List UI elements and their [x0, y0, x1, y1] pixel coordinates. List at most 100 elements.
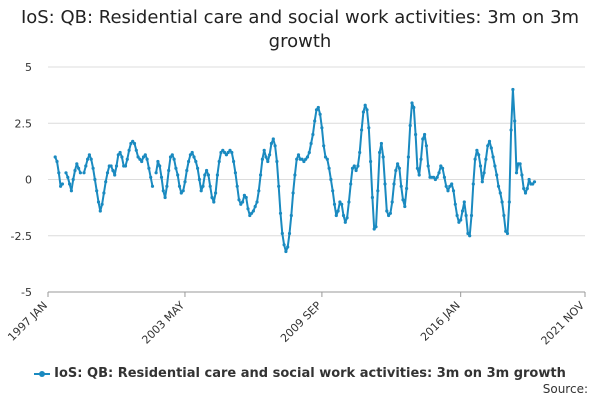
data-point[interactable]	[210, 195, 214, 200]
data-point[interactable]	[471, 182, 475, 186]
data-point[interactable]	[86, 157, 90, 161]
data-point[interactable]	[304, 157, 308, 161]
data-point[interactable]	[190, 150, 194, 155]
data-point[interactable]	[282, 243, 286, 247]
data-point[interactable]	[415, 166, 419, 170]
data-point[interactable]	[100, 202, 104, 206]
data-point[interactable]	[350, 166, 355, 170]
data-point[interactable]	[372, 227, 376, 231]
data-point[interactable]	[71, 177, 75, 182]
data-point[interactable]	[214, 191, 218, 195]
data-point[interactable]	[305, 155, 310, 159]
data-point[interactable]	[239, 202, 243, 206]
data-point[interactable]	[59, 184, 63, 188]
data-point[interactable]	[259, 173, 263, 177]
data-point[interactable]	[525, 186, 529, 191]
data-point[interactable]	[381, 155, 385, 159]
data-point[interactable]	[284, 249, 288, 254]
data-point[interactable]	[187, 159, 191, 164]
data-point[interactable]	[116, 153, 120, 157]
data-point[interactable]	[161, 189, 165, 193]
legend[interactable]: IoS: QB: Residential care and social wor…	[0, 366, 600, 381]
data-point[interactable]	[145, 157, 149, 161]
data-point[interactable]	[370, 195, 374, 200]
data-point[interactable]	[448, 184, 452, 188]
data-point[interactable]	[91, 166, 95, 170]
data-point[interactable]	[257, 189, 261, 193]
data-point[interactable]	[318, 112, 322, 116]
data-point[interactable]	[414, 132, 418, 137]
data-point[interactable]	[469, 213, 474, 218]
data-point[interactable]	[250, 211, 254, 215]
data-point[interactable]	[509, 128, 513, 132]
data-point[interactable]	[147, 166, 151, 170]
data-point[interactable]	[489, 146, 493, 150]
data-point[interactable]	[278, 211, 283, 215]
data-point[interactable]	[149, 175, 153, 179]
data-point[interactable]	[262, 148, 266, 152]
data-point[interactable]	[60, 182, 64, 186]
data-point[interactable]	[493, 164, 497, 168]
data-point[interactable]	[158, 164, 162, 168]
data-point[interactable]	[109, 164, 113, 168]
data-point[interactable]	[242, 193, 246, 197]
data-point[interactable]	[468, 234, 472, 238]
data-point[interactable]	[174, 166, 178, 170]
data-point[interactable]	[365, 108, 369, 112]
data-point[interactable]	[340, 202, 344, 206]
data-point[interactable]	[73, 168, 77, 173]
data-point[interactable]	[518, 162, 522, 166]
data-point[interactable]	[383, 182, 387, 186]
data-point[interactable]	[523, 191, 528, 195]
data-point[interactable]	[66, 175, 70, 179]
data-point[interactable]	[437, 171, 441, 175]
data-point[interactable]	[64, 171, 68, 175]
data-point[interactable]	[477, 153, 481, 157]
data-point[interactable]	[532, 180, 537, 184]
data-point[interactable]	[215, 173, 219, 177]
data-point[interactable]	[417, 173, 421, 177]
data-point[interactable]	[482, 171, 486, 175]
data-point[interactable]	[136, 155, 140, 159]
data-point[interactable]	[206, 173, 210, 177]
data-point[interactable]	[248, 213, 252, 218]
data-point[interactable]	[140, 159, 144, 164]
data-point[interactable]	[316, 105, 320, 110]
data-point[interactable]	[132, 141, 137, 146]
data-point[interactable]	[104, 180, 108, 184]
data-point[interactable]	[527, 177, 531, 182]
data-point[interactable]	[320, 126, 324, 130]
data-point[interactable]	[196, 166, 200, 170]
data-point[interactable]	[446, 189, 450, 193]
data-point[interactable]	[125, 157, 129, 161]
data-point[interactable]	[143, 153, 147, 157]
data-point[interactable]	[522, 186, 526, 191]
data-point[interactable]	[241, 200, 245, 204]
data-point[interactable]	[181, 189, 185, 193]
data-point[interactable]	[268, 153, 272, 157]
data-point[interactable]	[138, 157, 142, 161]
data-point[interactable]	[208, 184, 212, 188]
data-point[interactable]	[329, 177, 333, 182]
data-point[interactable]	[356, 164, 360, 168]
data-point[interactable]	[314, 108, 319, 112]
data-point[interactable]	[183, 180, 187, 184]
data-point[interactable]	[325, 157, 329, 161]
data-point[interactable]	[390, 200, 394, 204]
data-point[interactable]	[480, 180, 484, 184]
data-point[interactable]	[424, 144, 428, 148]
data-point[interactable]	[77, 166, 81, 170]
data-point[interactable]	[457, 220, 461, 224]
data-point[interactable]	[123, 164, 128, 168]
data-point[interactable]	[118, 150, 122, 155]
data-point[interactable]	[163, 195, 167, 200]
data-point[interactable]	[460, 209, 465, 213]
data-point[interactable]	[507, 200, 511, 204]
data-point[interactable]	[68, 182, 72, 186]
data-point[interactable]	[271, 137, 275, 141]
data-point[interactable]	[352, 164, 356, 168]
data-point[interactable]	[327, 166, 331, 170]
data-point[interactable]	[95, 189, 99, 193]
data-point[interactable]	[435, 175, 439, 179]
data-point[interactable]	[396, 162, 400, 166]
